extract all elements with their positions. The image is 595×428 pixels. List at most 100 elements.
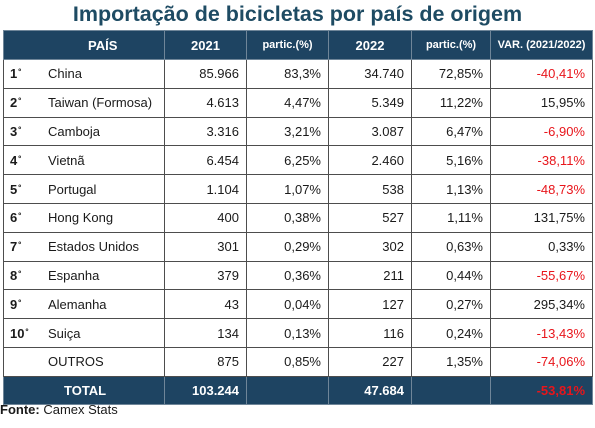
value-2022-cell: 3.087 <box>328 116 412 147</box>
share-2022-cell: 1,13% <box>411 174 491 204</box>
rank-number: 9 <box>10 296 18 312</box>
rank-country-cell: 6º Hong Kong <box>3 202 165 233</box>
value-2022-cell: 302 <box>328 231 412 262</box>
share-2022-cell: 72,85% <box>411 59 491 89</box>
variation-cell: -74,06% <box>490 346 593 377</box>
country-name: Hong Kong <box>48 210 114 226</box>
rank-ordinal: º <box>18 297 22 307</box>
variation-cell: 131,75% <box>490 202 593 233</box>
share-2021-cell: 3,21% <box>246 116 329 147</box>
header-2021: 2021 <box>164 30 247 60</box>
country-name: Vietnã <box>48 152 85 168</box>
rank-wrap: 10º <box>10 326 48 341</box>
source-label: Fonte: <box>0 402 40 417</box>
share-2022-cell: 5,16% <box>411 145 491 176</box>
rank-ordinal: º <box>18 182 22 192</box>
rank-ordinal: º <box>18 240 22 250</box>
table-row: 8º Espanha 379 0,36% 211 0,44% -55,67% <box>3 260 593 291</box>
country-name: Portugal <box>48 181 97 197</box>
value-2022-cell: 34.740 <box>328 59 412 89</box>
rank-ordinal: º <box>18 211 22 221</box>
rank-ordinal: º <box>25 326 29 336</box>
value-2021-cell: 875 <box>164 346 247 377</box>
rank-number: 2 <box>10 95 18 111</box>
rank-country-cell: 2º Taiwan (Formosa) <box>3 87 165 118</box>
header-country: PAÍS <box>3 30 165 60</box>
share-2022-cell: 0,24% <box>411 318 491 348</box>
table-row: 10º Suiça 134 0,13% 116 0,24% -13,43% <box>3 318 593 348</box>
share-2022-cell: 6,47% <box>411 116 491 147</box>
value-2022-cell: 2.460 <box>328 145 412 176</box>
rank-ordinal: º <box>18 153 22 163</box>
country-name: China <box>48 66 82 82</box>
header-2022: 2022 <box>328 30 412 60</box>
value-2021-cell: 1.104 <box>164 174 247 204</box>
value-2021-cell: 4.613 <box>164 87 247 118</box>
share-2021-cell: 6,25% <box>246 145 329 176</box>
total-label: TOTAL <box>3 375 165 405</box>
share-2022-cell: 1,11% <box>411 202 491 233</box>
rank-country-cell: 1º China <box>3 59 165 89</box>
variation-cell: -40,41% <box>490 59 593 89</box>
value-2021-cell: 3.316 <box>164 116 247 147</box>
rank-country-cell: 7º Estados Unidos <box>3 231 165 262</box>
rank-wrap: 6º <box>10 210 48 225</box>
value-2022-cell: 116 <box>328 318 412 348</box>
country-name: Espanha <box>48 267 100 283</box>
share-2021-cell: 0,38% <box>246 202 329 233</box>
variation-cell: 0,33% <box>490 231 593 262</box>
rank-wrap <box>10 354 48 369</box>
table-row: 7º Estados Unidos 301 0,29% 302 0,63% 0,33% <box>3 231 593 262</box>
variation-cell: 295,34% <box>490 289 593 320</box>
rank-number: 10 <box>10 325 25 341</box>
share-2021-cell: 0,04% <box>246 289 329 320</box>
header-variation: VAR. (2021/2022) <box>490 30 593 60</box>
value-2021-cell: 134 <box>164 318 247 348</box>
table-header-row: PAÍS 2021 partic.(%) 2022 partic.(%) VAR… <box>3 30 593 60</box>
total-share-2022 <box>411 375 491 405</box>
table-row: 9º Alemanha 43 0,04% 127 0,27% 295,34% <box>3 289 593 320</box>
value-2022-cell: 211 <box>328 260 412 291</box>
total-variation: -53,81% <box>490 375 593 405</box>
variation-cell: -38,11% <box>490 145 593 176</box>
table-row: OUTROS 875 0,85% 227 1,35% -74,06% <box>3 346 593 377</box>
variation-cell: -48,73% <box>490 174 593 204</box>
rank-country-cell: 3º Camboja <box>3 116 165 147</box>
value-2021-cell: 85.966 <box>164 59 247 89</box>
value-2021-cell: 379 <box>164 260 247 291</box>
country-name: OUTROS <box>48 354 104 370</box>
country-name: Estados Unidos <box>48 239 140 255</box>
total-share-2021 <box>246 375 329 405</box>
share-2021-cell: 83,3% <box>246 59 329 89</box>
share-2021-cell: 1,07% <box>246 174 329 204</box>
share-2022-cell: 1,35% <box>411 346 491 377</box>
rank-country-cell: 9º Alemanha <box>3 289 165 320</box>
value-2022-cell: 5.349 <box>328 87 412 118</box>
rank-country-cell: 10º Suiça <box>3 318 165 348</box>
variation-cell: -13,43% <box>490 318 593 348</box>
table-row: 1º China 85.966 83,3% 34.740 72,85% -40,41% <box>3 59 593 89</box>
country-name: Camboja <box>48 123 101 139</box>
share-2021-cell: 0,36% <box>246 260 329 291</box>
header-share-2021: partic.(%) <box>246 30 329 60</box>
table-row: 2º Taiwan (Formosa) 4.613 4,47% 5.349 11,22% 1… <box>3 87 593 118</box>
table-row: 3º Camboja 3.316 3,21% 3.087 6,47% -6,90% <box>3 116 593 147</box>
rank-number: 5 <box>10 181 18 197</box>
country-name: Taiwan (Formosa) <box>48 95 153 111</box>
rank-country-cell: OUTROS <box>3 346 165 377</box>
rank-wrap: 9º <box>10 297 48 312</box>
share-2021-cell: 0,85% <box>246 346 329 377</box>
country-name: Alemanha <box>48 296 107 312</box>
table-row: 5º Portugal 1.104 1,07% 538 1,13% -48,73% <box>3 174 593 204</box>
rank-country-cell: 5º Portugal <box>3 174 165 204</box>
rank-number: 6 <box>10 210 18 226</box>
value-2021-cell: 6.454 <box>164 145 247 176</box>
imports-table: PAÍS 2021 partic.(%) 2022 partic.(%) VAR… <box>3 30 593 405</box>
total-2021: 103.244 <box>164 375 247 405</box>
rank-number: 7 <box>10 239 18 255</box>
country-name: Suiça <box>48 325 81 341</box>
total-2022: 47.684 <box>328 375 412 405</box>
rank-ordinal: º <box>18 67 22 77</box>
rank-wrap: 2º <box>10 95 48 110</box>
rank-wrap: 7º <box>10 239 48 254</box>
